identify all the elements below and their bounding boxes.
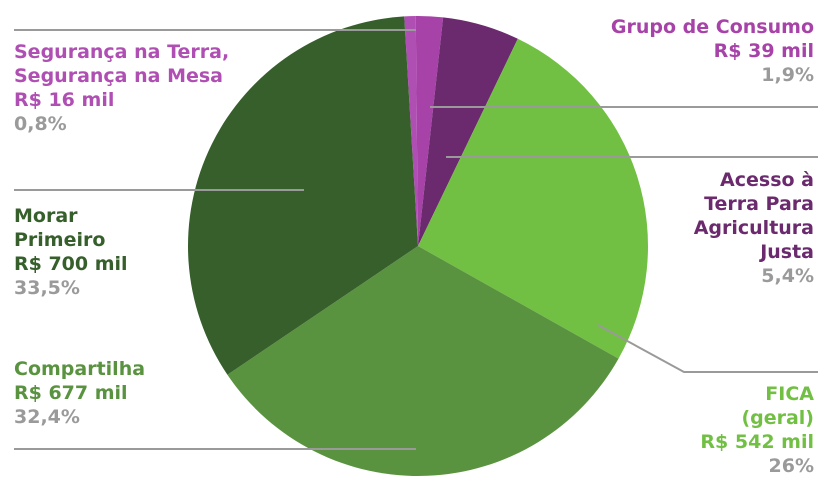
pie-slice-fica xyxy=(418,38,648,359)
label-acesso-name-3: Agricultura xyxy=(693,217,814,239)
label-compartilha: Compartilha R$ 677 mil 32,4% xyxy=(14,357,145,429)
pie-slice-morar-primeiro xyxy=(188,16,418,375)
label-fica: FICA (geral) R$ 542 mil 26% xyxy=(700,382,814,478)
label-acesso-name-1: Acesso à xyxy=(720,169,814,191)
label-grupo-percent: 1,9% xyxy=(761,64,814,86)
pie-slice-grupo-consumo xyxy=(415,16,444,246)
label-fica-percent: 26% xyxy=(768,455,814,477)
label-compartilha-percent: 32,4% xyxy=(14,406,80,428)
pie-slice-acesso-terra xyxy=(418,17,518,246)
label-fica-name-2: (geral) xyxy=(741,407,814,429)
label-morar-percent: 33,5% xyxy=(14,277,80,299)
label-grupo-name: Grupo de Consumo xyxy=(610,16,814,38)
label-compartilha-name: Compartilha xyxy=(14,358,146,380)
label-acesso-name-2: Terra Para xyxy=(704,193,814,215)
label-seguranca-value: R$ 16 mil xyxy=(14,89,115,111)
label-fica-value: R$ 542 mil xyxy=(700,431,814,453)
leader-fica xyxy=(597,324,818,373)
label-seguranca-name-1: Segurança na Terra, xyxy=(14,41,230,63)
label-morar-name-1: Morar xyxy=(14,205,78,227)
label-seguranca-percent: 0,8% xyxy=(14,113,67,135)
leader-lines xyxy=(14,29,818,450)
label-grupo-consumo: Grupo de Consumo R$ 39 mil 1,9% xyxy=(611,15,814,87)
pie-slices xyxy=(188,16,648,476)
label-fica-name-1: FICA xyxy=(765,383,814,405)
label-morar-name-2: Primeiro xyxy=(14,229,106,251)
pie-slice-seguranca xyxy=(404,16,418,246)
label-acesso-terra: Acesso à Terra Para Agricultura Justa 5,… xyxy=(694,168,814,288)
label-seguranca: Segurança na Terra, Segurança na Mesa R$… xyxy=(14,40,229,136)
label-acesso-percent: 5,4% xyxy=(761,265,814,287)
label-compartilha-value: R$ 677 mil xyxy=(14,382,128,404)
label-seguranca-name-2: Segurança na Mesa xyxy=(14,65,223,87)
pie-slice-compartilha xyxy=(227,246,619,476)
label-morar-primeiro: Morar Primeiro R$ 700 mil 33,5% xyxy=(14,204,128,300)
label-acesso-name-4: Justa xyxy=(760,241,814,263)
label-morar-value: R$ 700 mil xyxy=(14,253,128,275)
label-grupo-value: R$ 39 mil xyxy=(713,40,814,62)
